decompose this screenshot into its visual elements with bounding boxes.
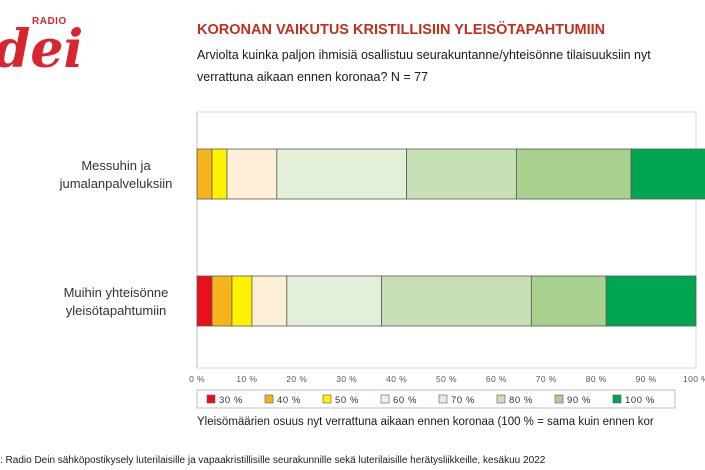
legend-swatch [206, 394, 216, 404]
legend-label: 90 % [567, 395, 591, 406]
x-tick-label: 30 % [336, 374, 357, 384]
chart-title: KORONAN VAIKUTUS KRISTILLISIIN YLEISÖTAP… [197, 22, 606, 38]
x-tick-label: 0 % [189, 374, 205, 384]
bar-1-40 [196, 148, 213, 200]
logo-radio-text: RADIO [32, 16, 67, 27]
legend-label: 30 % [219, 395, 243, 406]
bar-2-40 [211, 275, 233, 327]
bar-2-30 [196, 275, 213, 327]
bar-2-50 [231, 275, 253, 327]
bar-1-50 [211, 148, 228, 200]
legend-swatch [380, 394, 390, 404]
x-tick-label: 50 % [436, 374, 457, 384]
bar-1-80 [406, 148, 517, 200]
legend-swatch [322, 394, 332, 404]
bar-2-60 [251, 275, 288, 327]
legend-swatch [554, 394, 564, 404]
source-note: : Radio Dein sähköpostikysely luterilais… [0, 455, 546, 466]
x-axis-label: Yleisömäärien osuus nyt verrattuna aikaa… [197, 416, 654, 428]
logo-dei-text: dei [0, 19, 84, 80]
legend-swatch [612, 394, 622, 404]
bar-1-90 [515, 148, 632, 200]
category-label-1-line-2: jumalanpalveluksiin [59, 176, 173, 191]
x-tick-label: 20 % [286, 374, 307, 384]
x-tick-label: 10 % [236, 374, 257, 384]
legend-swatch [264, 394, 274, 404]
legend-label: 70 % [451, 395, 475, 406]
legend-swatch [496, 394, 506, 404]
legend-label: 100 % [625, 395, 655, 406]
x-tick-label: 70 % [536, 374, 557, 384]
bar-2-80 [381, 275, 532, 327]
x-tick-label: 90 % [636, 374, 657, 384]
category-label-2-line-2: yleisötapahtumiin [66, 303, 166, 318]
x-tick-label: 40 % [386, 374, 407, 384]
legend-swatch [438, 394, 448, 404]
category-label-2-line-1: Muihin yhteisönne [64, 285, 169, 300]
bar-1-100 [630, 148, 705, 200]
bar-1-60 [226, 148, 278, 200]
category-label-1-line-1: Messuhin ja [81, 158, 151, 173]
chart-subtitle: Arviolta kuinka paljon ihmisiä osallistu… [197, 48, 651, 84]
x-tick-label: 100 % [683, 374, 705, 384]
bar-2-100 [605, 275, 697, 327]
bar-1-70 [276, 148, 407, 200]
bar-2-70 [286, 275, 383, 327]
x-tick-label: 80 % [586, 374, 607, 384]
legend-label: 80 % [509, 395, 533, 406]
legend-label: 50 % [335, 395, 359, 406]
bar-2-90 [530, 275, 607, 327]
legend-label: 60 % [393, 395, 417, 406]
legend-box [196, 389, 676, 409]
radio-dei-logo: RADIO dei [0, 14, 84, 80]
x-tick-label: 60 % [486, 374, 507, 384]
legend-label: 40 % [277, 395, 301, 406]
